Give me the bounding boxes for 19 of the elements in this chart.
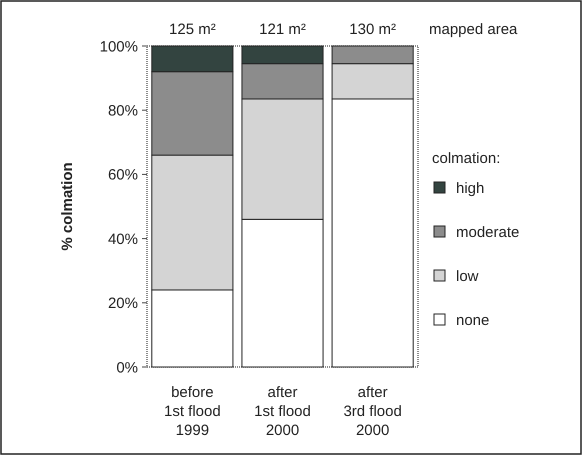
legend-title: colmation: [432, 150, 500, 167]
y-tick-label: 80% [108, 102, 138, 120]
text: 130 m² [349, 21, 396, 38]
y-tick-label: 60% [108, 166, 138, 184]
y-tick-label: 0% [116, 359, 138, 376]
y-tick-label: 100% [100, 38, 138, 56]
x-tick-label: before 1st flood 1999 [164, 384, 221, 439]
text: 125 m² [169, 21, 216, 38]
legend-label: none [456, 312, 490, 329]
y-axis-title: % colmation [59, 162, 76, 251]
legend-label: moderate [456, 224, 520, 241]
x-tick-label: after 3rd flood 2000 [343, 384, 402, 439]
x-tick-label: after 1st flood 2000 [254, 384, 311, 439]
text: 121 m² [259, 21, 306, 38]
text: mapped area [429, 21, 518, 38]
legend-label: high [456, 180, 484, 197]
y-tick-label: 20% [108, 295, 138, 312]
y-tick-label: 40% [108, 230, 138, 248]
legend-label: low [456, 268, 479, 285]
